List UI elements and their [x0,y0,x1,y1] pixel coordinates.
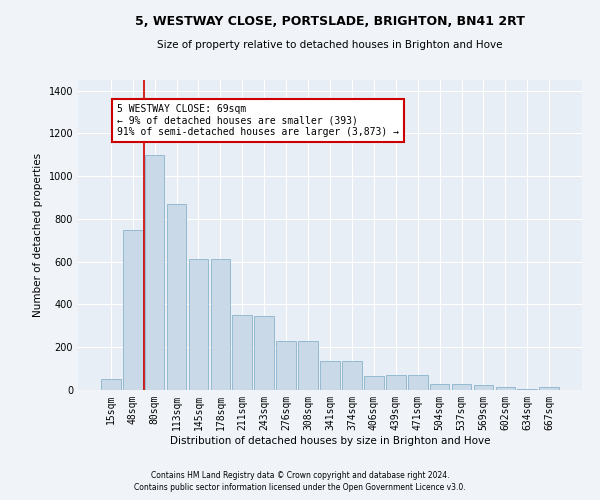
Bar [364,376,384,390]
Bar [298,341,318,390]
Bar [408,375,428,390]
Bar [276,341,296,390]
Bar [320,361,340,390]
Text: 5, WESTWAY CLOSE, PORTSLADE, BRIGHTON, BN41 2RT: 5, WESTWAY CLOSE, PORTSLADE, BRIGHTON, B… [135,15,525,28]
Bar [145,155,164,390]
Bar [517,389,537,390]
Bar [232,315,252,390]
Bar [539,387,559,390]
Bar [496,387,515,390]
Bar [188,258,208,390]
Bar [167,204,187,390]
Bar [101,380,121,390]
Text: Contains HM Land Registry data © Crown copyright and database right 2024.: Contains HM Land Registry data © Crown c… [151,471,449,480]
Bar [473,384,493,390]
Bar [452,384,472,390]
Text: Contains public sector information licensed under the Open Government Licence v3: Contains public sector information licen… [134,484,466,492]
Bar [123,230,143,390]
X-axis label: Distribution of detached houses by size in Brighton and Hove: Distribution of detached houses by size … [170,436,490,446]
Bar [386,375,406,390]
Text: 5 WESTWAY CLOSE: 69sqm
← 9% of detached houses are smaller (393)
91% of semi-det: 5 WESTWAY CLOSE: 69sqm ← 9% of detached … [118,104,400,136]
Bar [342,361,362,390]
Text: Size of property relative to detached houses in Brighton and Hove: Size of property relative to detached ho… [157,40,503,50]
Bar [430,384,449,390]
Y-axis label: Number of detached properties: Number of detached properties [33,153,43,317]
Bar [254,316,274,390]
Bar [211,258,230,390]
